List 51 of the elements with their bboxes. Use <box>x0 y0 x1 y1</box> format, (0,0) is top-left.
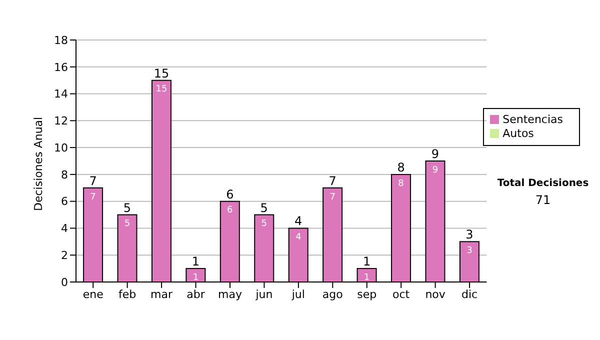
x-tick-label: dic <box>461 288 478 301</box>
x-tick-label: nov <box>425 288 446 301</box>
x-tick-label: mar <box>150 288 174 301</box>
y-tick-label: 8 <box>61 168 68 182</box>
x-tick-label: ago <box>322 288 344 301</box>
data-label: 7 <box>330 192 336 202</box>
y-axis-title: Decisiones Anual <box>32 116 45 211</box>
legend-label: Sentencias <box>502 113 563 126</box>
legend-label: Autos <box>502 127 534 140</box>
data-label: 15 <box>156 84 168 95</box>
total-label: 9 <box>431 147 440 161</box>
data-label: 9 <box>432 165 438 176</box>
y-tick-label: 6 <box>61 195 68 208</box>
total-label: 15 <box>154 66 170 80</box>
y-tick-label: 16 <box>54 60 68 74</box>
data-label: 8 <box>398 178 404 189</box>
data-label: 7 <box>90 192 96 202</box>
total-label: 1 <box>362 254 371 269</box>
x-tick-label: sep <box>357 288 377 301</box>
total-label: 1 <box>192 254 200 269</box>
data-label: 4 <box>295 232 302 243</box>
y-tick-label: 18 <box>54 34 68 47</box>
data-label: 3 <box>466 246 472 256</box>
text: Total Decisiones <box>496 178 590 189</box>
data-label: 5 <box>124 219 130 230</box>
total-label: 7 <box>89 174 97 188</box>
data-label: 6 <box>227 206 234 216</box>
x-tick-label: oct <box>392 288 410 301</box>
y-tick-label: 2 <box>61 249 68 262</box>
x-tick-label: may <box>218 288 242 301</box>
x-tick-label: feb <box>118 288 136 301</box>
total-label: 5 <box>260 200 268 215</box>
y-tick-label: 10 <box>54 141 68 154</box>
x-tick-label: abr <box>186 288 206 301</box>
y-tick-label: 0 <box>61 276 68 289</box>
x-tick-label: jun <box>254 288 273 301</box>
total-label: 6 <box>226 187 234 202</box>
data-label: 5 <box>261 219 267 230</box>
total-label: 5 <box>123 200 132 215</box>
total-label: 4 <box>294 214 302 228</box>
total-label: 8 <box>397 160 405 174</box>
y-tick-label: 4 <box>61 222 68 236</box>
text: 71 <box>534 193 552 207</box>
y-tick-label: 12 <box>54 114 68 128</box>
x-tick-label: ene <box>82 288 104 301</box>
total-label: 3 <box>466 228 474 242</box>
x-tick-label: jul <box>290 288 305 301</box>
data-label: 1 <box>192 272 199 283</box>
total-label: 7 <box>328 174 336 188</box>
y-tick-label: 14 <box>54 88 68 101</box>
data-label: 1 <box>364 272 370 283</box>
